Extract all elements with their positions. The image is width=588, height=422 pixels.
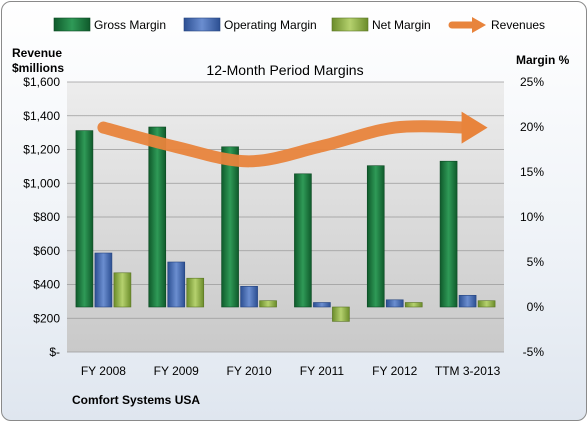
legend: Gross Margin Operating Margin Net Margin… (53, 17, 545, 33)
bar-gross-margin (366, 165, 385, 308)
bar-net-margin (404, 302, 423, 308)
x-axis-tick-label: TTM 3-2013 (435, 364, 501, 378)
bar-operating-margin (240, 285, 258, 308)
legend-swatch-gross-margin (53, 17, 91, 32)
bar-gross-margin (75, 130, 94, 308)
right-axis-tick-label: 5% (527, 255, 545, 269)
legend-swatch-net-margin (331, 17, 369, 32)
left-axis-tick-label: $1,000 (23, 176, 60, 190)
bar-operating-margin (167, 261, 186, 308)
bar-gross-margin (294, 173, 312, 308)
right-axis-tick-label: -5% (523, 345, 545, 359)
legend-label-revenues: Revenues (491, 18, 545, 32)
bar-net-margin (113, 272, 132, 308)
legend-item-gross-margin[interactable]: Gross Margin (53, 17, 166, 32)
left-axis-tick-label: $1,600 (23, 75, 60, 89)
revenue-arrowhead (461, 111, 488, 144)
bar-operating-margin (94, 252, 113, 308)
legend-label-operating-margin: Operating Margin (224, 18, 317, 32)
gridlines (67, 81, 504, 353)
legend-item-revenues[interactable]: Revenues (448, 17, 545, 33)
left-axis-ticks: $- $200 $400 $600 $800 $1,000 $1,200 $1,400 $1,6… (23, 75, 60, 359)
company-label: Comfort Systems USA (72, 393, 200, 407)
revenue-line-path (97, 120, 474, 168)
x-axis-tick-label: FY 2010 (227, 364, 272, 378)
right-axis-tick-label: 15% (520, 165, 544, 179)
bar-operating-margin (385, 299, 404, 308)
left-axis-title-line-2: $millions (12, 61, 64, 75)
revenue-line (97, 111, 488, 168)
bar-net-margin (477, 300, 496, 308)
right-axis-tick-label: 0% (527, 300, 545, 314)
bar-net-margin (259, 300, 277, 308)
bar-net-margin (332, 306, 350, 322)
bar-gross-margin (439, 160, 458, 308)
legend-swatch-operating-margin (183, 17, 221, 32)
left-axis-tick-label: $600 (33, 244, 60, 258)
chart-title: 12-Month Period Margins (206, 62, 363, 78)
bar-series (75, 126, 496, 322)
x-axis-tick-label: FY 2009 (154, 364, 199, 378)
bar-operating-margin (313, 302, 331, 308)
x-axis-ticks: FY 2008 FY 2009 FY 2010 FY 2011 FY 2012 TTM 3… (81, 364, 501, 378)
left-axis-tick-label: $400 (33, 278, 60, 292)
left-axis-tick-label: $1,400 (23, 109, 60, 123)
legend-arrowhead-revenues (472, 17, 486, 33)
bar-gross-margin (221, 146, 239, 308)
right-axis-title: Margin % (516, 53, 570, 67)
right-axis-tick-label: 20% (520, 120, 544, 134)
right-axis-ticks: -5% 0% 5% 10% 15% 20% 25% (520, 75, 544, 359)
left-axis-tick-label: $- (49, 345, 60, 359)
left-axis-tick-label: $1,200 (23, 143, 60, 157)
legend-item-net-margin[interactable]: Net Margin (331, 17, 431, 32)
bar-net-margin (186, 277, 205, 308)
left-axis-tick-label: $200 (33, 311, 60, 325)
x-axis-tick-label: FY 2012 (372, 364, 417, 378)
left-axis-title-line-1: Revenue (12, 46, 62, 60)
bar-gross-margin (148, 126, 167, 308)
legend-label-gross-margin: Gross Margin (94, 18, 166, 32)
left-axis-tick-label: $800 (33, 210, 60, 224)
right-axis-tick-label: 10% (520, 210, 544, 224)
legend-label-net-margin: Net Margin (372, 18, 431, 32)
legend-item-operating-margin[interactable]: Operating Margin (183, 17, 317, 32)
x-axis-tick-label: FY 2011 (300, 364, 345, 378)
bar-operating-margin (458, 294, 477, 308)
x-axis-tick-label: FY 2008 (81, 364, 126, 378)
right-axis-tick-label: 25% (520, 75, 544, 89)
